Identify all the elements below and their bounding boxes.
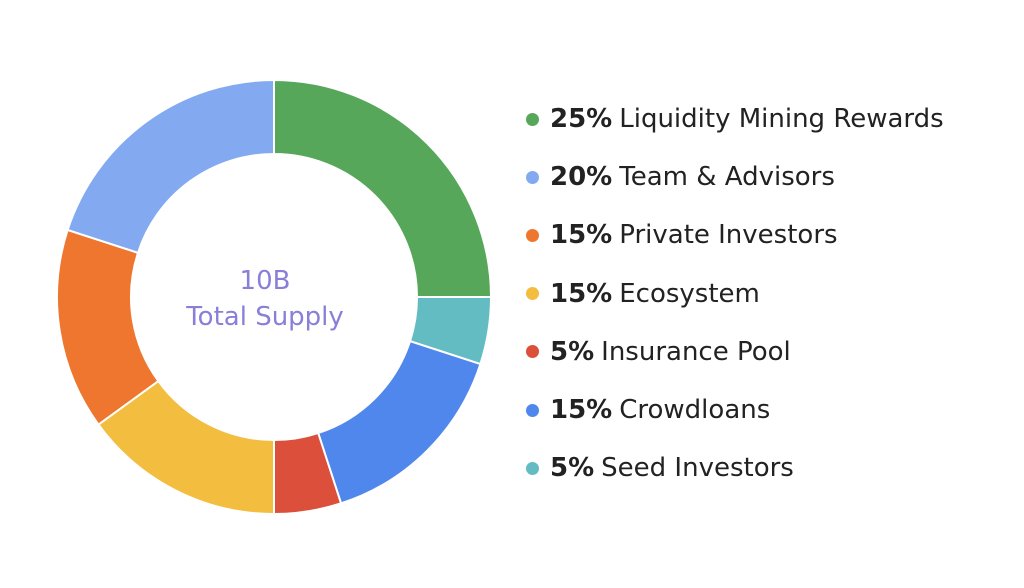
legend-item: 20% Team & Advisors [526,148,1006,206]
center-label-caption: Total Supply [185,302,344,332]
chart-legend: 25% Liquidity Mining Rewards 20% Team & Adv… [526,90,1006,497]
legend-label: Crowdloans [619,395,771,426]
legend-percent: 15% [550,395,613,426]
legend-label: Liquidity Mining Rewards [619,104,944,135]
legend-item: 15% Crowdloans [526,381,1006,439]
legend-dot-icon [526,112,539,126]
legend-dot-icon [526,345,539,359]
legend-label: Ecosystem [619,278,760,309]
legend-item: 5% Seed Investors [526,439,1006,497]
legend-label: Seed Investors [601,453,794,484]
legend-dot-icon [526,287,539,301]
legend-percent: 5% [550,336,595,367]
legend-dot-icon [526,170,539,184]
center-label-value: 10B [240,266,291,296]
legend-label: Team & Advisors [619,162,835,193]
legend-label: Insurance Pool [601,336,791,367]
legend-label: Private Investors [619,220,838,251]
legend-dot-icon [526,403,539,417]
legend-percent: 5% [550,453,595,484]
donut-slice-liquidity-mining-rewards [273,78,493,298]
legend-percent: 20% [550,162,613,193]
legend-dot-icon [526,461,539,475]
legend-item: 25% Liquidity Mining Rewards [526,90,1006,148]
legend-dot-icon [526,228,539,242]
legend-percent: 15% [550,220,613,251]
legend-percent: 15% [550,278,613,309]
legend-item: 15% Private Investors [526,206,1006,264]
donut-slice-crowdloans [316,339,482,505]
legend-item: 15% Ecosystem [526,265,1006,323]
donut-slice-team-advisors [66,78,275,255]
legend-percent: 25% [550,104,613,135]
donut-slices [56,78,493,516]
legend-item: 5% Insurance Pool [526,323,1006,381]
